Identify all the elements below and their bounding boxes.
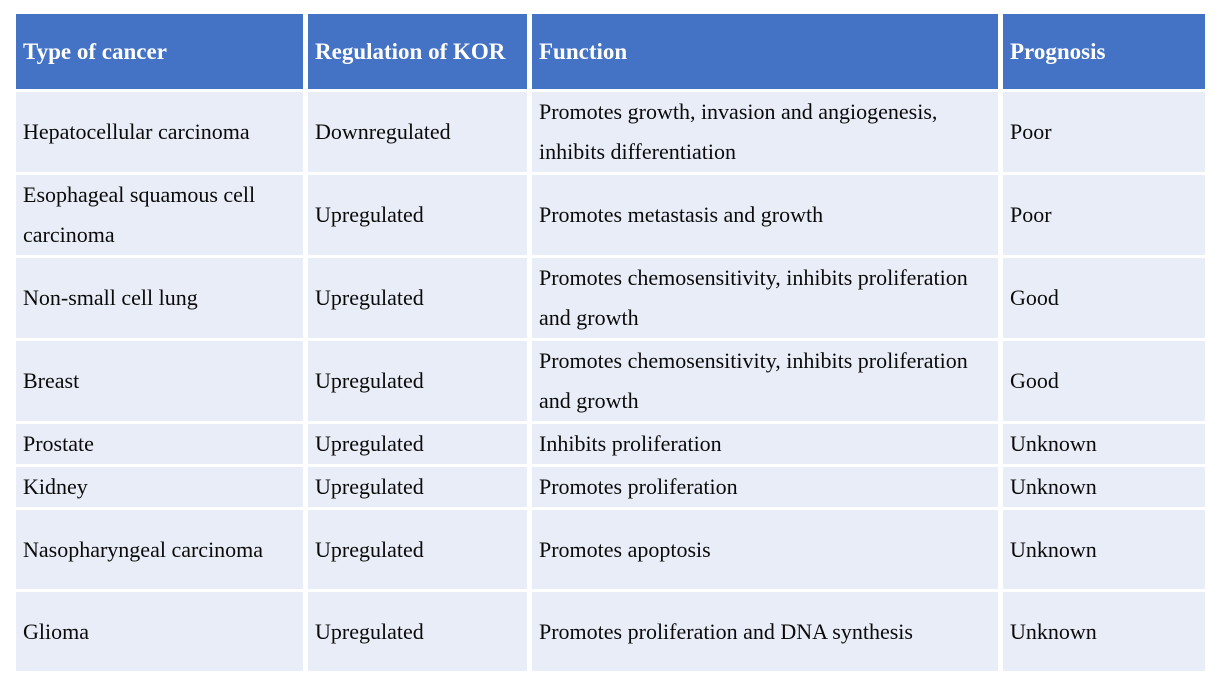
cell-regulation: Upregulated [308,424,527,464]
cell-function: Promotes metastasis and growth [532,175,998,255]
table-row-hepatocellular: Hepatocellular carcinoma Downregulated P… [16,92,1205,172]
cell-cancer-type: Kidney [16,467,303,507]
table-row-glioma: Glioma Upregulated Promotes proliferatio… [16,592,1205,671]
table-row-prostate: Prostate Upregulated Inhibits proliferat… [16,424,1205,464]
cell-regulation: Downregulated [308,92,527,172]
header-cell-regulation-of-kor: Regulation of KOR [308,14,527,89]
header-cell-type-of-cancer: Type of cancer [16,14,303,89]
cell-prognosis: Good [1003,341,1205,421]
cell-function: Promotes apoptosis [532,510,998,589]
cell-cancer-type: Nasopharyngeal carcinoma [16,510,303,589]
cell-cancer-type: Glioma [16,592,303,671]
cell-cancer-type: Non-small cell lung [16,258,303,338]
cell-prognosis: Unknown [1003,424,1205,464]
cell-function: Promotes proliferation and DNA synthesis [532,592,998,671]
cell-function: Promotes chemosensitivity, inhibits prol… [532,258,998,338]
cell-cancer-type: Esophageal squamous cell carcinoma [16,175,303,255]
kor-cancer-table: Type of cancer Regulation of KOR Functio… [11,11,1210,674]
cell-prognosis: Good [1003,258,1205,338]
cell-prognosis: Unknown [1003,467,1205,507]
header-cell-prognosis: Prognosis [1003,14,1205,89]
table-row-non-small-cell-lung: Non-small cell lung Upregulated Promotes… [16,258,1205,338]
cell-prognosis: Poor [1003,92,1205,172]
cell-function: Promotes chemosensitivity, inhibits prol… [532,341,998,421]
cell-regulation: Upregulated [308,592,527,671]
cell-regulation: Upregulated [308,467,527,507]
header-cell-function: Function [532,14,998,89]
table-header-row: Type of cancer Regulation of KOR Functio… [16,14,1205,89]
table-row-breast: Breast Upregulated Promotes chemosensiti… [16,341,1205,421]
cell-regulation: Upregulated [308,258,527,338]
cell-prognosis: Unknown [1003,592,1205,671]
cell-cancer-type: Breast [16,341,303,421]
cell-function: Promotes growth, invasion and angiogenes… [532,92,998,172]
cell-cancer-type: Hepatocellular carcinoma [16,92,303,172]
table-row-esophageal: Esophageal squamous cell carcinoma Upreg… [16,175,1205,255]
table-row-kidney: Kidney Upregulated Promotes proliferatio… [16,467,1205,507]
table-row-nasopharyngeal: Nasopharyngeal carcinoma Upregulated Pro… [16,510,1205,589]
cell-prognosis: Poor [1003,175,1205,255]
cell-function: Promotes proliferation [532,467,998,507]
cell-function: Inhibits proliferation [532,424,998,464]
cell-cancer-type: Prostate [16,424,303,464]
cell-prognosis: Unknown [1003,510,1205,589]
cell-regulation: Upregulated [308,341,527,421]
cell-regulation: Upregulated [308,510,527,589]
cell-regulation: Upregulated [308,175,527,255]
